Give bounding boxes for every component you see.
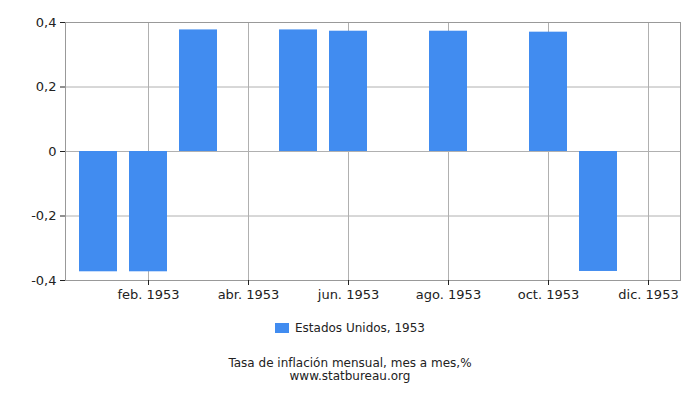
html-text:www.statbureau.org: www.statbureau.org [289,369,411,383]
svg-text:0,4: 0,4 [36,15,57,30]
svg-text:0: 0 [48,144,56,159]
svg-text:jun. 1953: jun. 1953 [317,287,379,302]
svg-text:-0,4: -0,4 [31,273,56,288]
svg-text:abr. 1953: abr. 1953 [218,287,280,302]
html-text:Estados Unidos, 1953: Estados Unidos, 1953 [295,321,425,335]
svg-text:ago. 1953: ago. 1953 [416,287,481,302]
svg-text:feb. 1953: feb. 1953 [117,287,179,302]
svg-text:0,2: 0,2 [36,79,57,94]
svg-text:-0,2: -0,2 [31,208,56,223]
svg-text:oct. 1953: oct. 1953 [518,287,580,302]
html-text:Tasa de inflación mensual, mes: Tasa de inflación mensual, mes a mes,% [228,356,472,370]
svg-text:dic. 1953: dic. 1953 [618,287,678,302]
